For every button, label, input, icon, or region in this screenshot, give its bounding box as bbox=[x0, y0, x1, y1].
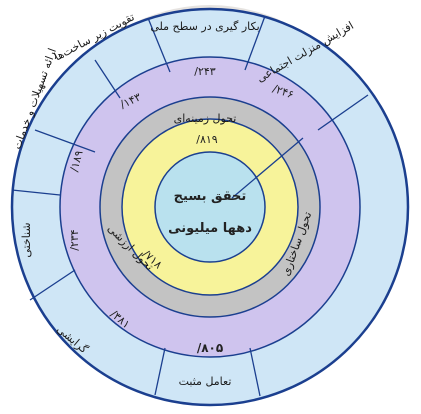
gray-label-contextual: تحول زمینه‌ای bbox=[174, 112, 237, 125]
yellow-value-top: /۸۱۹ bbox=[196, 133, 218, 146]
lavender-value-left-lower: /۲۳۴ bbox=[68, 229, 81, 251]
outer-label-cognitive: شناختی bbox=[20, 222, 33, 257]
center-title-line2: دهها میلیونی bbox=[168, 221, 252, 236]
gray-value-bottom: /۸۰۵ bbox=[197, 341, 223, 355]
outer-label-positive-interaction: تعامل مثبت bbox=[179, 375, 232, 388]
lavender-value-left: /۱۸۹ bbox=[68, 149, 86, 173]
lavender-value-top: /۲۴۳ bbox=[194, 65, 216, 78]
center-title-line1: تحقق بسیج bbox=[174, 189, 247, 204]
segment-dividers bbox=[11, 15, 369, 397]
outer-label-national-use: بکار گیری در سطح ملی bbox=[150, 20, 259, 33]
center-circle bbox=[154, 151, 266, 263]
